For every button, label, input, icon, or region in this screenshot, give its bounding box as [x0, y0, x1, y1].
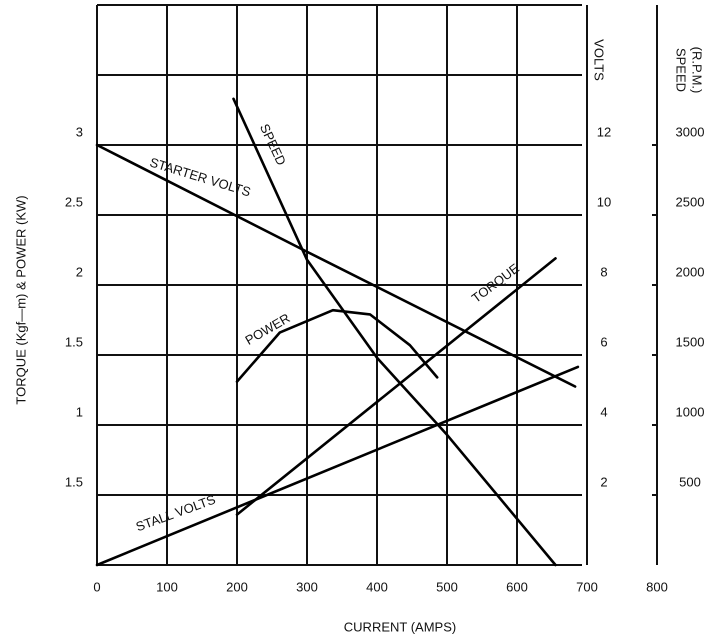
- x-tick-label: 600: [506, 579, 528, 594]
- y-tick-label: 3: [76, 124, 83, 139]
- x-tick-label: 300: [296, 579, 318, 594]
- y3-tick-label: 3000: [676, 124, 705, 139]
- y3-tick-label: 1000: [676, 404, 705, 419]
- y-axis-title: TORQUE (Kgf—m) & POWER (KW): [13, 195, 28, 404]
- y2-tick-label: 12: [597, 124, 611, 139]
- y3-tick-label: 1500: [676, 334, 705, 349]
- x-tick-label: 500: [436, 579, 458, 594]
- y2-tick-label: 10: [597, 194, 611, 209]
- y3-tick-label: 2000: [676, 264, 705, 279]
- series-label: TORQUE: [469, 260, 523, 306]
- x-tick-label: 0: [93, 579, 100, 594]
- speed-axis-title: SPEED: [674, 48, 689, 92]
- y3-tick-label: 2500: [676, 194, 705, 209]
- x-tick-label: 200: [226, 579, 248, 594]
- x-tick-label: 100: [156, 579, 178, 594]
- series-line: [232, 97, 557, 567]
- y-tick-label: 1.5: [65, 334, 83, 349]
- series-line: [235, 257, 557, 516]
- y-tick-label: 2.5: [65, 194, 83, 209]
- volts-axis-title: VOLTS: [592, 39, 607, 81]
- series-line: [95, 365, 580, 567]
- y2-tick-label: 6: [600, 334, 607, 349]
- y-tick-label: 1.5: [65, 474, 83, 489]
- series-label: STALL VOLTS: [134, 492, 218, 535]
- x-tick-label: 700: [576, 579, 598, 594]
- x-tick-label: 800: [646, 579, 668, 594]
- y2-tick-label: 2: [600, 474, 607, 489]
- y-tick-label: 2: [76, 264, 83, 279]
- y-tick-label: 1: [76, 404, 83, 419]
- series-line: [235, 308, 439, 383]
- y2-tick-label: 4: [600, 404, 607, 419]
- x-tick-label: 400: [366, 579, 388, 594]
- x-axis-title: CURRENT (AMPS): [344, 619, 456, 634]
- y3-tick-label: 500: [679, 474, 701, 489]
- series-line: [95, 143, 577, 388]
- speed-axis-title: (R.P.M.): [690, 47, 705, 94]
- y2-tick-label: 8: [600, 264, 607, 279]
